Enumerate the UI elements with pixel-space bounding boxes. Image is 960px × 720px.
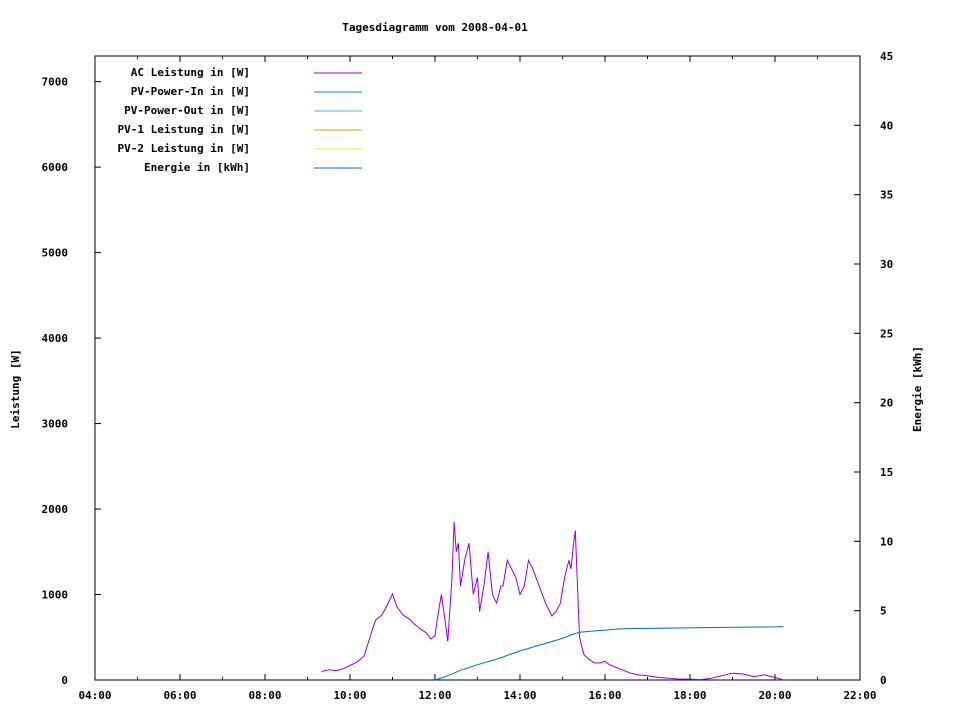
y-right-tick-label: 5 [880,605,887,618]
x-tick-label: 16:00 [588,689,621,702]
legend-label: PV-1 Leistung in [W] [118,123,250,136]
y-right-tick-label: 25 [880,327,893,340]
series-line-1 [434,626,784,681]
chart-title: Tagesdiagramm vom 2008-04-01 [342,21,528,34]
x-tick-label: 18:00 [673,689,706,702]
legend-label: PV-Power-Out in [W] [124,104,250,117]
x-tick-label: 20:00 [758,689,791,702]
x-tick-label: 10:00 [333,689,366,702]
x-tick-label: 04:00 [78,689,111,702]
x-tick-label: 06:00 [163,689,196,702]
y-left-tick-label: 3000 [42,418,69,431]
x-tick-label: 12:00 [418,689,451,702]
y-left-tick-label: 4000 [42,332,69,345]
x-tick-label: 08:00 [248,689,281,702]
y-axis-left: 0 1000 2000 3000 4000 5000 6000 7000 [42,76,101,687]
y-left-tick-label: 1000 [42,589,69,602]
series-line-0 [321,521,784,681]
y-right-tick-label: 15 [880,466,893,479]
x-tick-label: 22:00 [843,689,876,702]
y-right-tick-label: 40 [880,119,893,132]
y-right-tick-label: 10 [880,535,893,548]
x-axis: 04:00 06:00 08:00 10:00 12:00 14:00 16:00 18:00… [78,56,877,702]
y-right-tick-label: 45 [880,50,893,63]
y-right-tick-label: 35 [880,189,893,202]
legend-label: Energie in [kWh] [144,161,250,174]
legend: AC Leistung in [W] PV-Power-In in [W] PV-P… [118,66,362,174]
y-left-tick-label: 6000 [42,161,69,174]
y-axis-right-title: Energie [kWh] [911,346,924,432]
y-right-tick-label: 0 [880,674,887,687]
x-tick-label: 14:00 [503,689,536,702]
legend-label: PV-2 Leistung in [W] [118,142,250,155]
y-left-tick-label: 0 [61,674,68,687]
legend-label: AC Leistung in [W] [131,66,250,79]
y-axis-right: 0 5 10 15 20 25 30 35 40 45 [854,50,893,687]
y-right-tick-label: 20 [880,397,893,410]
y-left-tick-label: 5000 [42,247,69,260]
y-right-tick-label: 30 [880,258,893,271]
y-axis-left-title: Leistung [W] [9,349,22,428]
series-layer [321,521,784,681]
y-left-tick-label: 7000 [42,76,69,89]
legend-label: PV-Power-In in [W] [131,85,250,98]
y-left-tick-label: 2000 [42,503,69,516]
